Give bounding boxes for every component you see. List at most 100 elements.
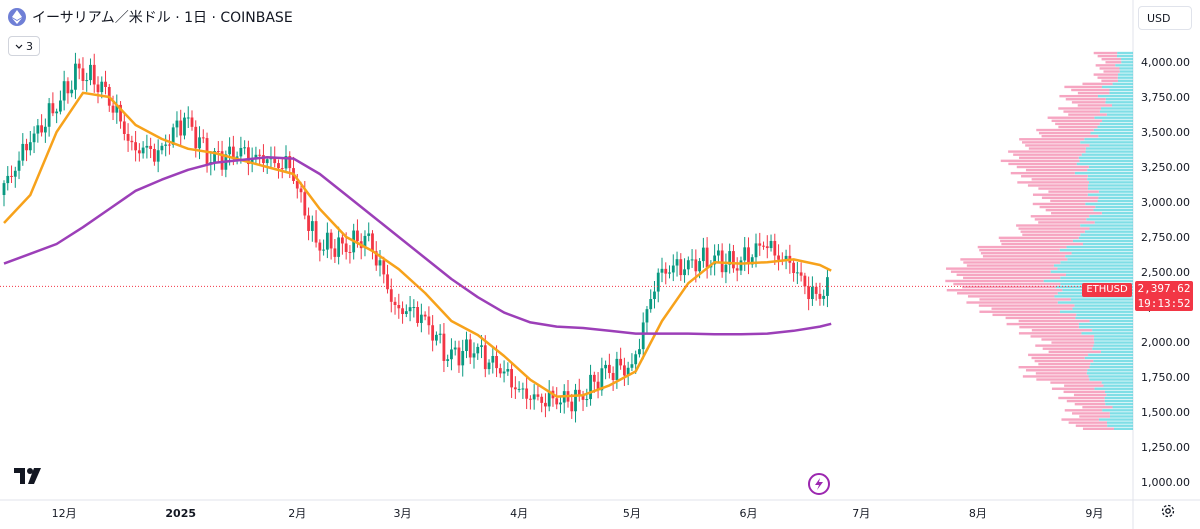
x-tick-label: 5月 bbox=[623, 507, 641, 520]
candle-body bbox=[457, 347, 461, 366]
volume-profile-up-bar bbox=[1102, 119, 1133, 122]
volume-profile-down-bar bbox=[1036, 378, 1090, 381]
volume-profile-up-bar bbox=[1057, 301, 1133, 304]
y-tick-label: 1,500.00 bbox=[1141, 406, 1190, 419]
volume-profile-down-bar bbox=[1093, 73, 1119, 76]
volume-profile-up-bar bbox=[1072, 239, 1133, 243]
volume-profile-down-bar bbox=[1038, 187, 1088, 190]
symbol-title[interactable]: イーサリアム／米ドル · 1日 · COINBASE bbox=[32, 10, 293, 26]
candle-body bbox=[814, 286, 818, 294]
volume-profile-down-bar bbox=[1051, 119, 1103, 122]
volume-profile-up-bar bbox=[1084, 138, 1133, 141]
volume-profile-down-bar bbox=[1058, 396, 1105, 400]
lightning-icon[interactable] bbox=[808, 473, 830, 495]
candle-body bbox=[21, 143, 25, 161]
candle-body bbox=[228, 146, 231, 155]
candle-body bbox=[728, 251, 732, 265]
candle-body bbox=[374, 251, 378, 266]
candle-body bbox=[491, 355, 495, 363]
candle-body bbox=[701, 247, 705, 262]
volume-profile-down-bar bbox=[1073, 393, 1107, 397]
candle-body bbox=[141, 147, 145, 154]
volume-profile-up-bar bbox=[1102, 409, 1133, 412]
volume-profile-up-bar bbox=[1105, 101, 1133, 104]
volume-profile-down-bar bbox=[1028, 147, 1086, 150]
volume-profile-up-bar bbox=[1094, 387, 1133, 390]
candle-body bbox=[2, 183, 6, 195]
volume-profile-down-bar bbox=[1059, 94, 1098, 98]
candle-body bbox=[404, 311, 408, 315]
volume-profile-down-bar bbox=[1032, 202, 1086, 206]
volume-profile-up-bar bbox=[1104, 399, 1133, 403]
volume-profile-down-bar bbox=[1038, 362, 1091, 366]
candle-body bbox=[664, 268, 668, 274]
volume-profile-up-bar bbox=[1119, 67, 1133, 70]
y-tick-label: 2,000.00 bbox=[1141, 336, 1190, 349]
volume-profile-down-bar bbox=[1019, 138, 1085, 141]
candle-body bbox=[611, 372, 615, 381]
candle-body bbox=[179, 120, 183, 136]
candle-body bbox=[397, 304, 401, 309]
candle-body bbox=[698, 261, 701, 272]
gear-icon[interactable] bbox=[1160, 503, 1176, 523]
volume-profile-down-bar bbox=[956, 273, 1066, 276]
candle-body bbox=[559, 402, 562, 405]
candle-body bbox=[85, 80, 89, 82]
candle-body bbox=[220, 151, 224, 170]
volume-profile-down-bar bbox=[953, 282, 1061, 286]
x-tick-label: 6月 bbox=[739, 507, 757, 520]
volume-profile-down-bar bbox=[1063, 110, 1100, 113]
candle-body bbox=[231, 146, 235, 158]
volume-profile-down-bar bbox=[966, 264, 1054, 267]
volume-profile-down-bar bbox=[1068, 421, 1107, 424]
candle-body bbox=[337, 237, 341, 257]
candle-body bbox=[66, 81, 70, 94]
candle-body bbox=[427, 316, 431, 326]
volume-profile-up-bar bbox=[1099, 122, 1133, 126]
volume-profile-up-bar bbox=[1057, 267, 1133, 270]
volume-profile-up-bar bbox=[1094, 335, 1133, 338]
candle-body bbox=[239, 147, 243, 157]
y-tick-label: 1,750.00 bbox=[1141, 371, 1190, 384]
candle-body bbox=[705, 247, 709, 268]
volume-profile-down-bar bbox=[1077, 91, 1110, 95]
volume-profile-down-bar bbox=[998, 236, 1079, 240]
candle-body bbox=[295, 180, 299, 189]
volume-profile-down-bar bbox=[1064, 384, 1104, 387]
candle-body bbox=[795, 272, 799, 274]
candle-body bbox=[62, 81, 66, 101]
volume-profile-down-bar bbox=[1047, 116, 1095, 119]
candle-body bbox=[743, 247, 747, 261]
volume-profile-down-bar bbox=[1071, 101, 1106, 104]
candle-body bbox=[570, 401, 574, 412]
candle-body bbox=[822, 295, 826, 299]
volume-profile-down-bar bbox=[1055, 122, 1100, 126]
candle-body bbox=[630, 364, 634, 368]
candle-body bbox=[589, 374, 592, 400]
volume-profile-up-bar bbox=[1085, 202, 1133, 206]
volume-profile-up-bar bbox=[1098, 196, 1133, 199]
volume-profile-down-bar bbox=[1039, 205, 1096, 209]
volume-profile-up-bar bbox=[1092, 347, 1133, 350]
candle-body bbox=[536, 394, 540, 397]
volume-profile-down-bar bbox=[1045, 208, 1094, 212]
volume-profile-down-bar bbox=[1097, 76, 1118, 79]
currency-selector[interactable]: USD bbox=[1138, 6, 1192, 30]
candle-body bbox=[517, 388, 521, 390]
candle-body bbox=[401, 308, 404, 315]
candle-body bbox=[47, 103, 51, 127]
candle-body bbox=[382, 260, 386, 275]
volume-profile-down-bar bbox=[963, 276, 1061, 280]
candle-body bbox=[329, 232, 333, 249]
volume-profile-up-bar bbox=[1075, 316, 1133, 320]
volume-profile-up-bar bbox=[1121, 61, 1133, 64]
volume-profile-down-bar bbox=[1041, 196, 1099, 199]
volume-profile-up-bar bbox=[1081, 153, 1133, 156]
candle-body bbox=[416, 307, 419, 323]
candle-body bbox=[641, 322, 645, 350]
volume-profile-up-bar bbox=[1104, 390, 1133, 394]
tradingview-logo-icon[interactable] bbox=[14, 467, 46, 489]
indicator-legend-toggle[interactable]: 3 bbox=[8, 36, 40, 56]
candle-body bbox=[299, 188, 303, 193]
